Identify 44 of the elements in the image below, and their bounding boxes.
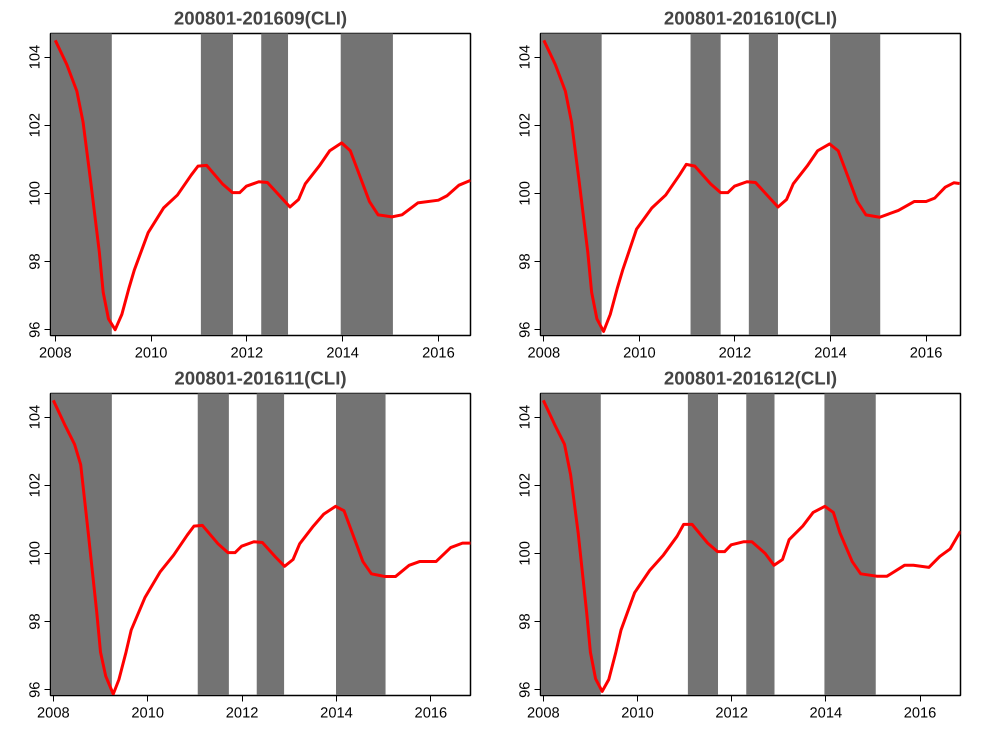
x-tick-label: 2010 bbox=[131, 706, 164, 722]
x-tick-label: 2016 bbox=[422, 346, 455, 362]
chart-title: 200801-201610(CLI) bbox=[664, 8, 838, 28]
chart-title: 200801-201611(CLI) bbox=[174, 368, 347, 388]
y-tick-label: 104 bbox=[28, 404, 44, 430]
x-tick-label: 2010 bbox=[134, 346, 168, 362]
y-tick-label: 96 bbox=[28, 322, 44, 338]
y-tick-label: 100 bbox=[28, 181, 44, 206]
x-tick-label: 2014 bbox=[810, 706, 842, 722]
x-tick-label: 2008 bbox=[528, 346, 560, 362]
y-tick-label: 102 bbox=[28, 112, 44, 138]
x-tick-label: 2012 bbox=[226, 706, 258, 722]
x-tick-label: 2016 bbox=[414, 706, 448, 722]
y-tick-label: 98 bbox=[28, 253, 44, 270]
x-tick-label: 2014 bbox=[320, 706, 353, 722]
y-tick-label: 102 bbox=[28, 472, 44, 498]
y-tick-label: 104 bbox=[518, 44, 534, 70]
y-tick-label: 96 bbox=[518, 322, 534, 338]
x-tick-label: 2010 bbox=[621, 706, 654, 722]
x-tick-label: 2014 bbox=[326, 346, 359, 362]
y-tick-label: 100 bbox=[28, 541, 44, 566]
x-tick-label: 2016 bbox=[904, 706, 936, 722]
x-tick-label: 2010 bbox=[623, 346, 656, 362]
x-tick-label: 2014 bbox=[814, 346, 847, 362]
y-tick-label: 98 bbox=[28, 613, 44, 630]
x-tick-label: 2008 bbox=[38, 346, 72, 362]
x-tick-label: 2012 bbox=[715, 706, 748, 722]
x-tick-label: 2016 bbox=[910, 346, 942, 362]
y-tick-label: 100 bbox=[518, 181, 534, 206]
y-tick-label: 104 bbox=[28, 44, 44, 70]
x-tick-label: 2012 bbox=[230, 346, 264, 362]
chart-title: 200801-201609(CLI) bbox=[174, 8, 348, 28]
x-tick-label: 2008 bbox=[527, 706, 560, 722]
y-tick-label: 98 bbox=[518, 613, 534, 630]
y-tick-label: 96 bbox=[28, 682, 44, 698]
y-tick-label: 100 bbox=[518, 541, 534, 566]
y-tick-label: 98 bbox=[518, 253, 534, 270]
x-tick-label: 2012 bbox=[718, 346, 752, 362]
y-tick-label: 102 bbox=[518, 472, 534, 498]
chart-title: 200801-201612(CLI) bbox=[664, 368, 838, 388]
y-tick-label: 102 bbox=[518, 112, 534, 138]
y-tick-label: 96 bbox=[518, 682, 534, 698]
y-tick-label: 104 bbox=[518, 404, 534, 430]
x-tick-label: 2008 bbox=[37, 706, 70, 722]
